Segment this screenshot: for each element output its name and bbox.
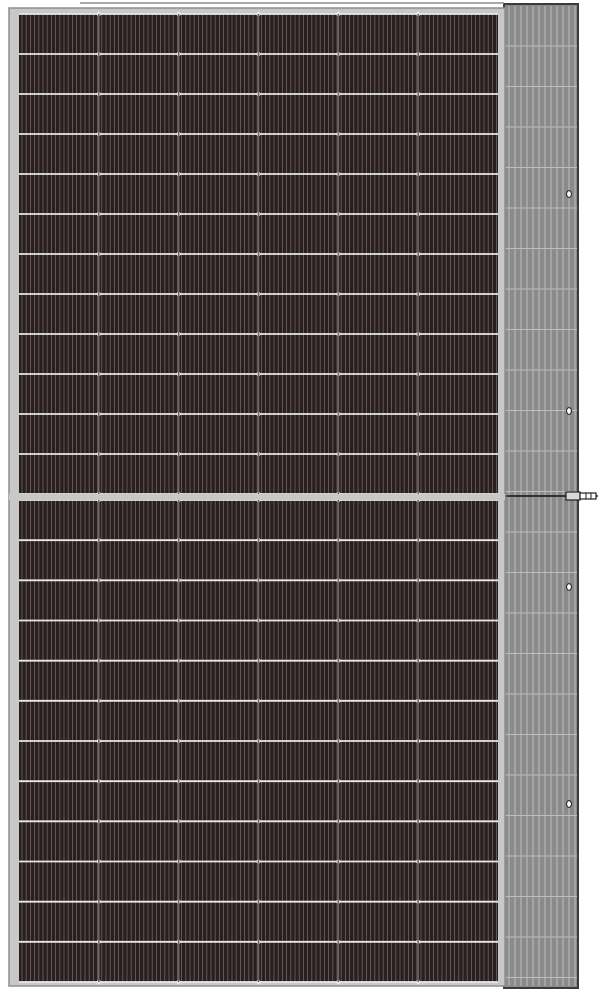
mounting-holes bbox=[566, 190, 572, 808]
mounting-hole-icon bbox=[566, 407, 572, 415]
side-strip bbox=[503, 3, 598, 989]
mounting-hole-icon bbox=[566, 190, 572, 198]
solar-panel-front bbox=[8, 7, 506, 987]
cell-busbars bbox=[9, 11, 505, 985]
junction-connector-icon bbox=[508, 491, 598, 501]
mounting-hole-icon bbox=[566, 800, 572, 808]
center-divider bbox=[9, 494, 505, 500]
mounting-hole-icon bbox=[566, 583, 572, 591]
